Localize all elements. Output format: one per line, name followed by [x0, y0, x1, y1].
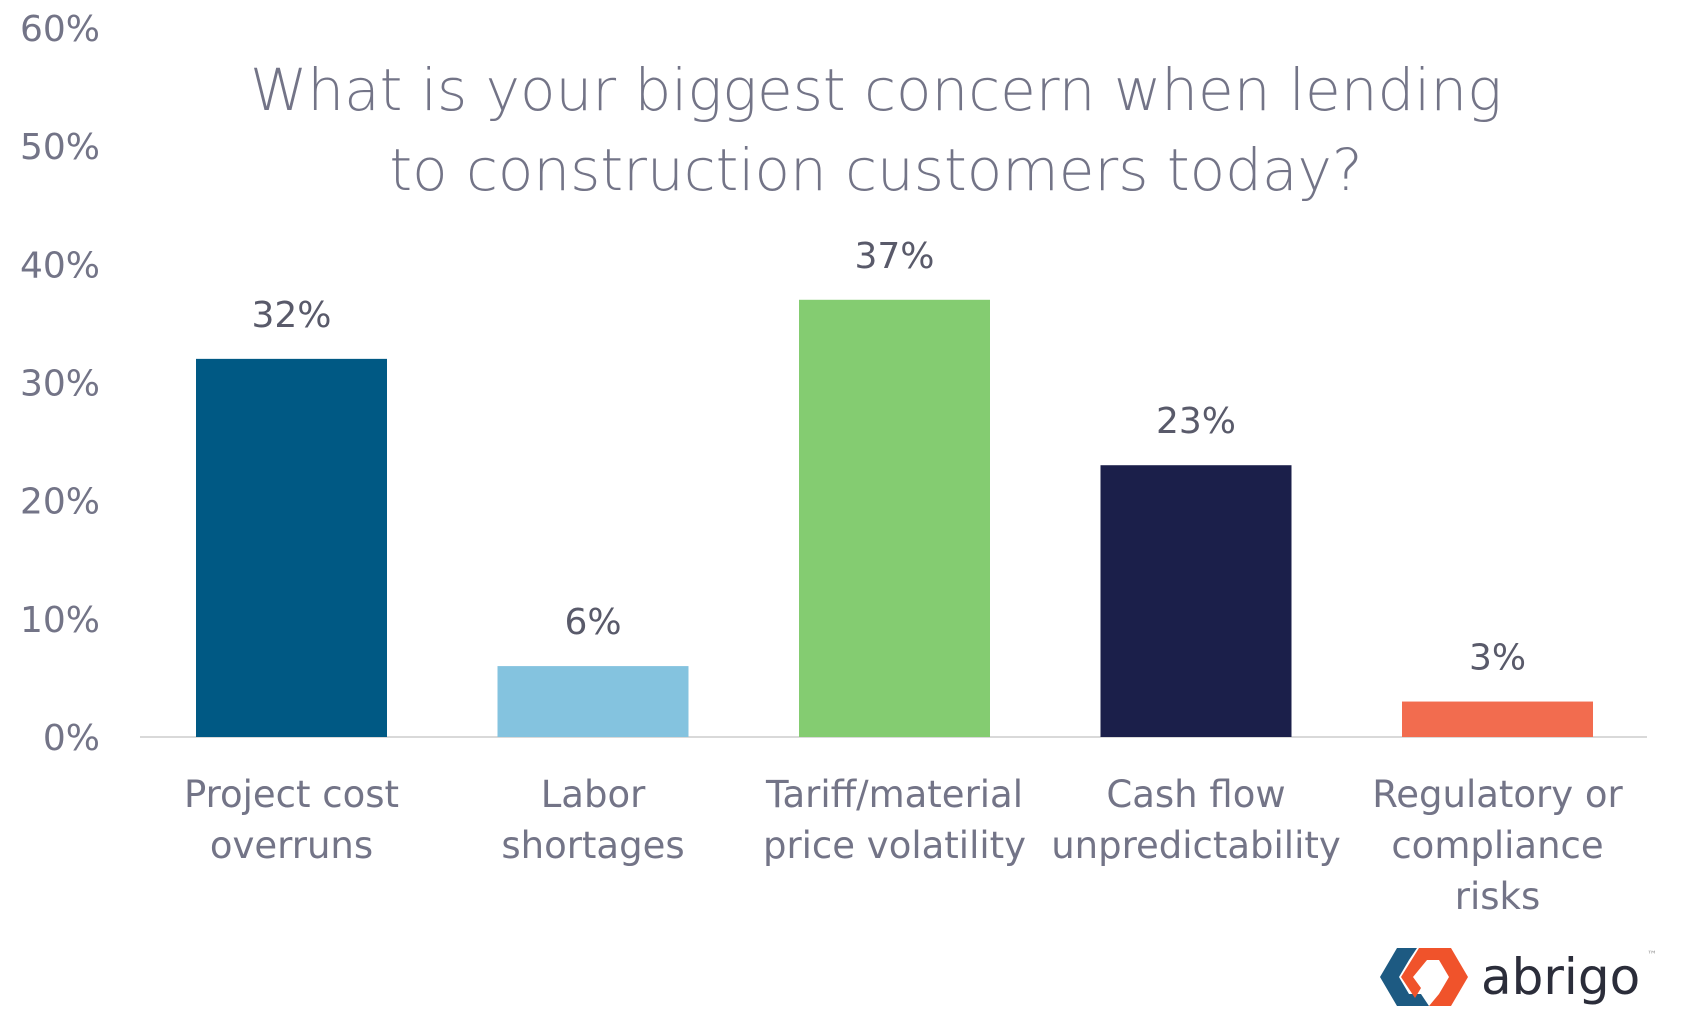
x-tick-label: unpredictability — [1051, 824, 1341, 867]
data-label: 3% — [1469, 638, 1526, 679]
chart-title-line: What is your biggest concern when lendin… — [250, 56, 1502, 124]
y-axis: 0% 10% 20% 30% 40% 50% 60% — [20, 9, 100, 759]
x-tick-label: compliance — [1391, 824, 1603, 867]
y-tick-label: 60% — [20, 9, 100, 50]
chart-title-line: to construction customers today? — [389, 136, 1362, 204]
y-tick-label: 0% — [43, 718, 100, 759]
x-tick-label: price volatility — [763, 824, 1026, 867]
x-tick-label: Labor — [541, 773, 646, 816]
data-label: 37% — [854, 236, 934, 277]
y-tick-label: 30% — [20, 364, 100, 405]
y-tick-label: 10% — [20, 600, 100, 641]
data-label: 32% — [251, 295, 331, 336]
x-tick-label: Tariff/material — [765, 773, 1023, 816]
x-axis: Project cost overruns Labor shortages Tariff… — [184, 773, 1624, 918]
y-tick-label: 40% — [20, 245, 100, 286]
abrigo-logo: abrigo ™ — [1380, 948, 1657, 1006]
bars: 32% 6% 37% 23% 3% — [196, 236, 1593, 737]
x-tick-label: shortages — [501, 824, 684, 867]
y-tick-label: 20% — [20, 482, 100, 523]
bar — [1402, 701, 1593, 737]
bar — [196, 358, 387, 737]
logo-text: abrigo — [1481, 948, 1640, 1006]
logo-blue-hexagon — [1380, 948, 1429, 1006]
x-tick-label: Cash flow — [1106, 773, 1285, 816]
bar — [1100, 465, 1292, 737]
x-tick-label: overruns — [210, 824, 373, 867]
x-tick-label: Regulatory or — [1372, 773, 1623, 816]
data-label: 23% — [1156, 401, 1236, 442]
y-tick-label: 50% — [20, 127, 100, 168]
bar — [497, 666, 689, 737]
x-tick-label: Project cost — [184, 773, 399, 816]
chart-title: What is your biggest concern when lendin… — [250, 56, 1502, 204]
logo-tm: ™ — [1647, 950, 1657, 961]
data-label: 6% — [564, 602, 621, 643]
x-tick-label: risks — [1455, 875, 1540, 918]
bar — [799, 299, 990, 737]
logo-orange-hexagon — [1401, 948, 1468, 1006]
